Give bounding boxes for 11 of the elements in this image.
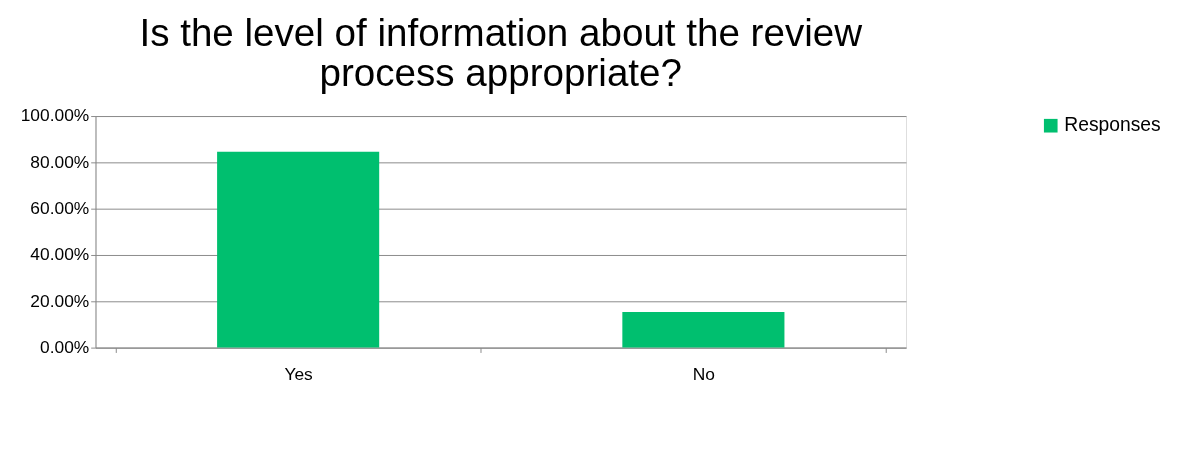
- legend-label: Responses: [1064, 114, 1161, 136]
- x-tick-label: No: [692, 363, 715, 384]
- y-tick-label: 100.00%: [20, 105, 90, 126]
- y-tick-label: 0.00%: [40, 336, 90, 357]
- y-tick-label: 80.00%: [30, 151, 90, 172]
- y-tick-label: 20.00%: [30, 290, 90, 311]
- x-tick-label: Yes: [284, 363, 314, 384]
- text: Is the level of information about the review: [139, 10, 863, 54]
- y-tick-label: 40.00%: [30, 244, 90, 265]
- text: process appropriate?: [319, 51, 682, 95]
- y-tick-label: 60.00%: [30, 197, 90, 218]
